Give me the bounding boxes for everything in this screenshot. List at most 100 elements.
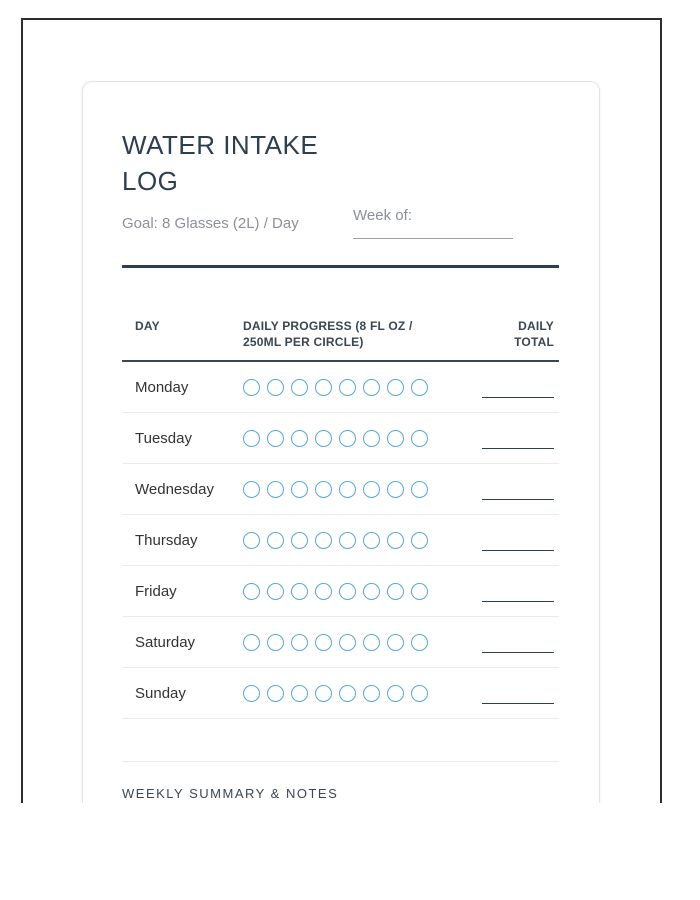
water-circle[interactable]: [411, 684, 428, 702]
table-body: Monday Tuesday Wednesday Thursday Friday: [122, 362, 559, 719]
daily-total-cell: [482, 531, 559, 551]
water-circle[interactable]: [315, 378, 332, 396]
water-circle[interactable]: [411, 480, 428, 498]
water-circle[interactable]: [387, 684, 404, 702]
water-circle[interactable]: [363, 531, 380, 549]
water-circle[interactable]: [291, 429, 308, 447]
water-circle[interactable]: [363, 633, 380, 651]
water-circle[interactable]: [387, 480, 404, 498]
daily-total-cell: [482, 429, 559, 449]
water-circle[interactable]: [243, 582, 260, 600]
daily-total-blank[interactable]: [482, 397, 554, 398]
water-circle[interactable]: [267, 378, 284, 396]
table-row: Friday: [122, 566, 559, 617]
water-circle[interactable]: [411, 429, 428, 447]
week-of-block: Week of:: [353, 207, 559, 239]
water-circle[interactable]: [339, 531, 356, 549]
water-circle[interactable]: [363, 684, 380, 702]
water-circle[interactable]: [267, 582, 284, 600]
table-row: Sunday: [122, 668, 559, 719]
water-circle[interactable]: [267, 684, 284, 702]
daily-total-cell: [482, 378, 559, 398]
daily-total-blank[interactable]: [482, 601, 554, 602]
water-circle[interactable]: [411, 633, 428, 651]
water-circle[interactable]: [267, 531, 284, 549]
table-row: Tuesday: [122, 413, 559, 464]
water-circle[interactable]: [243, 633, 260, 651]
page-title: WATER INTAKE LOG: [122, 130, 319, 196]
water-circle[interactable]: [243, 378, 260, 396]
water-circle[interactable]: [291, 633, 308, 651]
circle-group: [243, 582, 482, 600]
circle-group: [243, 429, 482, 447]
daily-total-blank[interactable]: [482, 499, 554, 500]
column-header-total: DAILY TOTAL: [514, 319, 554, 349]
water-circle[interactable]: [363, 429, 380, 447]
water-circle[interactable]: [243, 480, 260, 498]
water-circle[interactable]: [363, 378, 380, 396]
day-label: Wednesday: [135, 480, 214, 498]
header-rule: [122, 265, 559, 268]
section-divider: [122, 761, 559, 762]
water-circle[interactable]: [315, 429, 332, 447]
water-circle[interactable]: [363, 582, 380, 600]
daily-total-cell: [482, 480, 559, 500]
day-label: Tuesday: [135, 429, 192, 447]
water-circle[interactable]: [339, 480, 356, 498]
water-circle[interactable]: [339, 684, 356, 702]
water-circle[interactable]: [267, 633, 284, 651]
week-of-input[interactable]: [353, 238, 513, 239]
water-circle[interactable]: [315, 684, 332, 702]
column-header-progress: DAILY PROGRESS (8 FL OZ / 250ML PER CIRC…: [243, 319, 413, 349]
table-row: Saturday: [122, 617, 559, 668]
water-circle[interactable]: [315, 480, 332, 498]
water-circle[interactable]: [339, 633, 356, 651]
circle-group: [243, 378, 482, 396]
water-circle[interactable]: [411, 531, 428, 549]
water-circle[interactable]: [315, 531, 332, 549]
water-circle[interactable]: [411, 378, 428, 396]
water-circle[interactable]: [243, 429, 260, 447]
water-circle[interactable]: [411, 582, 428, 600]
water-circle[interactable]: [291, 378, 308, 396]
water-circle[interactable]: [267, 429, 284, 447]
water-circle[interactable]: [243, 531, 260, 549]
water-circle[interactable]: [315, 582, 332, 600]
water-circle[interactable]: [243, 684, 260, 702]
water-circle[interactable]: [315, 633, 332, 651]
page-clip: WATER INTAKE LOG Goal: 8 Glasses (2L) / …: [21, 18, 662, 803]
table-row: Wednesday: [122, 464, 559, 515]
water-circle[interactable]: [387, 378, 404, 396]
summary-heading: WEEKLY SUMMARY & NOTES: [122, 786, 339, 801]
water-circle[interactable]: [291, 480, 308, 498]
water-circle[interactable]: [363, 480, 380, 498]
intake-table: DAY DAILY PROGRESS (8 FL OZ / 250ML PER …: [122, 268, 559, 719]
daily-total-cell: [482, 684, 559, 704]
subheader: Goal: 8 Glasses (2L) / Day Week of:: [122, 207, 559, 239]
day-label: Sunday: [135, 684, 186, 702]
water-circle[interactable]: [387, 582, 404, 600]
water-circle[interactable]: [387, 429, 404, 447]
water-circle[interactable]: [339, 582, 356, 600]
table-header-row: DAY DAILY PROGRESS (8 FL OZ / 250ML PER …: [122, 268, 559, 362]
water-circle[interactable]: [339, 378, 356, 396]
water-circle[interactable]: [387, 531, 404, 549]
circle-group: [243, 633, 482, 651]
daily-total-blank[interactable]: [482, 703, 554, 704]
goal-text: Goal: 8 Glasses (2L) / Day: [122, 215, 299, 232]
water-circle[interactable]: [387, 633, 404, 651]
daily-total-blank[interactable]: [482, 652, 554, 653]
day-label: Monday: [135, 378, 189, 396]
table-row: Thursday: [122, 515, 559, 566]
water-circle[interactable]: [339, 429, 356, 447]
water-circle[interactable]: [291, 684, 308, 702]
circle-group: [243, 684, 482, 702]
daily-total-cell: [482, 582, 559, 602]
table-row: Monday: [122, 362, 559, 413]
daily-total-blank[interactable]: [482, 550, 554, 551]
daily-total-blank[interactable]: [482, 448, 554, 449]
circle-group: [243, 480, 482, 498]
water-circle[interactable]: [267, 480, 284, 498]
water-circle[interactable]: [291, 582, 308, 600]
water-circle[interactable]: [291, 531, 308, 549]
